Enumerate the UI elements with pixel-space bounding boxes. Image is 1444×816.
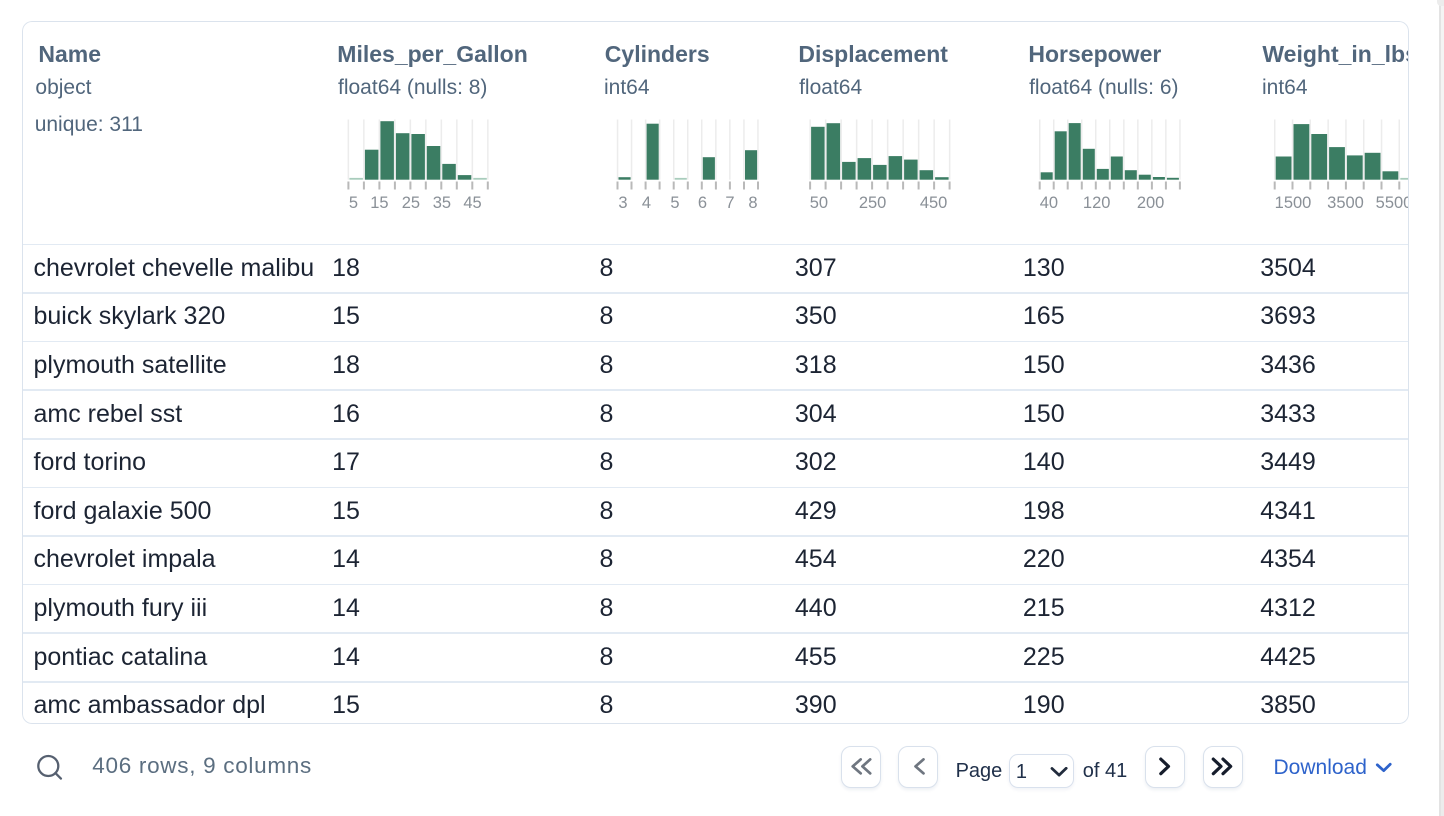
svg-text:450: 450: [920, 194, 948, 212]
svg-text:7: 7: [725, 194, 734, 212]
svg-text:5: 5: [670, 194, 679, 212]
svg-text:4: 4: [642, 194, 651, 212]
svg-text:6: 6: [698, 194, 707, 212]
svg-text:5500: 5500: [1376, 194, 1409, 212]
svg-text:50: 50: [810, 194, 828, 212]
svg-text:35: 35: [433, 194, 451, 212]
svg-text:5: 5: [349, 194, 358, 212]
svg-text:3: 3: [618, 194, 627, 212]
svg-text:1500: 1500: [1275, 194, 1312, 212]
svg-text:40: 40: [1040, 194, 1058, 212]
svg-text:25: 25: [402, 194, 420, 212]
svg-text:15: 15: [370, 194, 388, 212]
svg-text:8: 8: [748, 194, 757, 212]
svg-text:250: 250: [859, 194, 887, 212]
svg-text:120: 120: [1083, 194, 1111, 212]
svg-text:45: 45: [463, 194, 481, 212]
svg-text:200: 200: [1137, 194, 1165, 212]
svg-text:3500: 3500: [1327, 194, 1364, 212]
